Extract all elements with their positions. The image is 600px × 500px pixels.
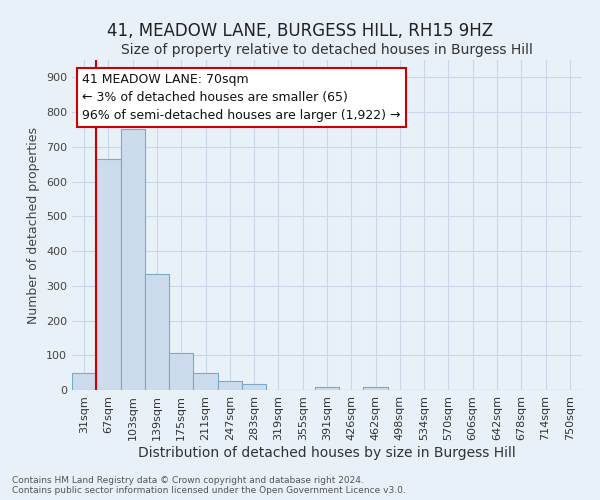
Text: 41 MEADOW LANE: 70sqm
← 3% of detached houses are smaller (65)
96% of semi-detac: 41 MEADOW LANE: 70sqm ← 3% of detached h… [82,73,401,122]
Bar [169,353,193,390]
Bar [218,382,242,390]
Text: 41, MEADOW LANE, BURGESS HILL, RH15 9HZ: 41, MEADOW LANE, BURGESS HILL, RH15 9HZ [107,22,493,40]
Bar [121,130,145,390]
Bar [96,159,121,390]
Bar [315,387,339,390]
Bar [242,384,266,390]
Bar [72,372,96,390]
Bar [193,372,218,390]
Text: Contains HM Land Registry data © Crown copyright and database right 2024.
Contai: Contains HM Land Registry data © Crown c… [12,476,406,495]
Bar [145,274,169,390]
X-axis label: Distribution of detached houses by size in Burgess Hill: Distribution of detached houses by size … [138,446,516,460]
Title: Size of property relative to detached houses in Burgess Hill: Size of property relative to detached ho… [121,44,533,58]
Y-axis label: Number of detached properties: Number of detached properties [28,126,40,324]
Bar [364,387,388,390]
